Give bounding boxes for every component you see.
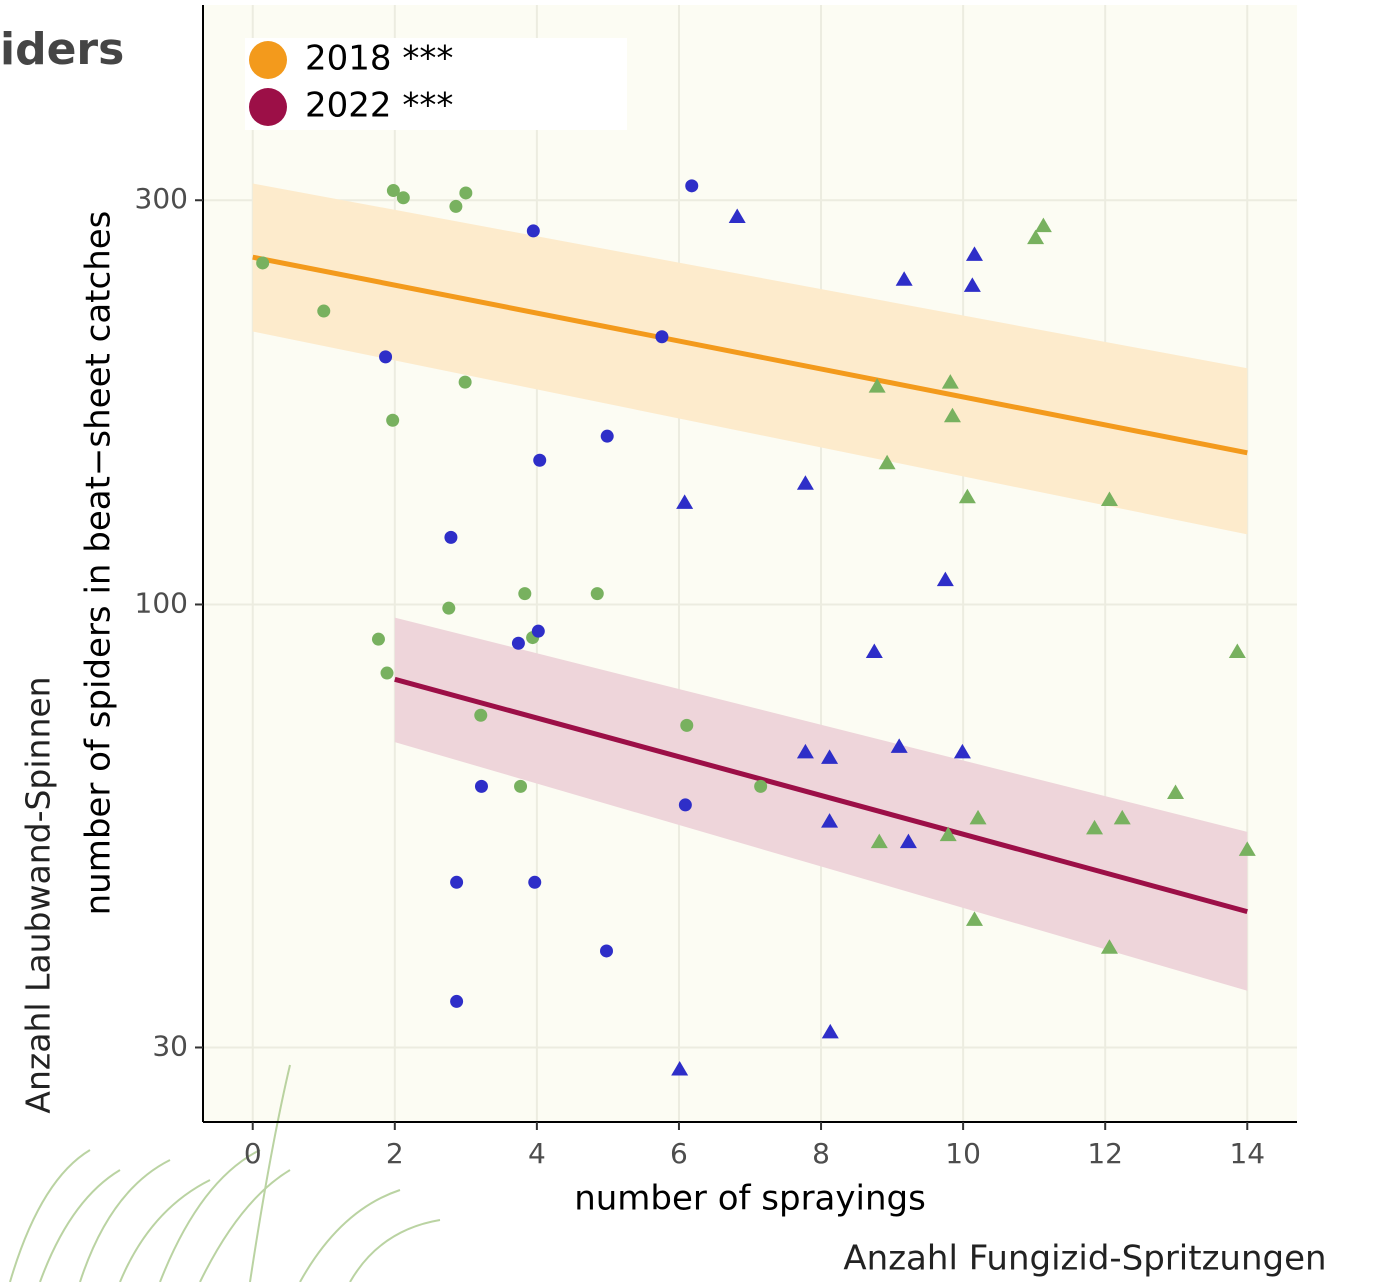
data-point — [796, 475, 814, 490]
data-point — [450, 875, 464, 889]
title: iders — [0, 24, 124, 75]
data-point — [941, 374, 959, 389]
data-point — [965, 246, 983, 261]
y-tick-label: 30 — [152, 1029, 188, 1062]
data-point — [590, 587, 604, 601]
data-point — [449, 199, 463, 213]
data-point — [444, 530, 458, 544]
data-point — [528, 875, 542, 889]
legend — [245, 38, 627, 130]
x-tick-label: 12 — [1087, 1137, 1123, 1170]
data-point — [890, 738, 908, 753]
trend-line — [252, 254, 1248, 456]
data-point — [965, 911, 983, 926]
data-point — [943, 407, 961, 423]
data-point — [514, 779, 528, 793]
data-point — [600, 429, 614, 443]
data-point — [678, 798, 692, 812]
data-point — [671, 1060, 689, 1076]
data-point — [821, 1023, 839, 1039]
data-point — [963, 277, 981, 292]
legend-label: 2018 *** — [305, 39, 453, 79]
data-point — [526, 224, 540, 238]
data-point — [386, 413, 400, 427]
data-point — [458, 375, 472, 389]
data-point — [865, 643, 883, 659]
data-point — [379, 350, 393, 364]
data-point — [1027, 229, 1045, 245]
y-axis-label: number of spiders in beat−sheet catches — [79, 211, 119, 916]
confidence-band — [252, 183, 1248, 535]
data-point — [459, 186, 473, 200]
data-point — [958, 488, 976, 504]
data-point — [680, 718, 694, 732]
x-tick-label: 14 — [1229, 1137, 1265, 1170]
data-point — [1034, 217, 1052, 233]
data-point — [371, 632, 385, 646]
data-point — [1100, 491, 1118, 507]
data-point — [655, 330, 669, 344]
y-annotation: Anzahl Laubwand-Spinnen — [19, 676, 58, 1113]
data-point — [939, 826, 957, 842]
data-point — [796, 743, 814, 759]
data-point — [685, 179, 699, 193]
legend-marker — [249, 88, 287, 126]
data-point — [1113, 809, 1131, 825]
data-point — [728, 208, 746, 224]
x-tick-label: 2 — [386, 1137, 404, 1170]
data-point — [380, 666, 394, 680]
data-point — [895, 271, 913, 286]
data-point — [953, 743, 971, 759]
data-point — [936, 571, 954, 587]
data-point — [386, 184, 400, 198]
data-point — [531, 624, 545, 638]
data-point — [868, 378, 886, 393]
data-point — [821, 813, 839, 828]
y-tick-label: 100 — [135, 586, 188, 619]
legend-label: 2022 *** — [305, 86, 453, 126]
data-point — [1228, 643, 1246, 659]
data-point — [1086, 819, 1104, 835]
data-point — [899, 833, 917, 849]
x-tick-label: 8 — [812, 1137, 830, 1170]
data-point — [676, 494, 694, 509]
data-point — [533, 453, 547, 467]
data-point — [511, 636, 525, 650]
data-point — [821, 749, 839, 764]
data-point — [450, 994, 464, 1008]
legend-marker — [249, 41, 287, 79]
data-point — [754, 779, 768, 793]
data-point — [870, 833, 888, 849]
x-tick-label: 4 — [528, 1137, 546, 1170]
x-annotation: Anzahl Fungizid-Spritzungen — [843, 1239, 1326, 1279]
data-point — [317, 304, 331, 318]
trend-line — [394, 676, 1248, 915]
x-axis-label: number of sprayings — [574, 1179, 926, 1219]
data-point — [474, 708, 488, 722]
data-point — [1167, 784, 1185, 799]
data-point — [600, 944, 614, 958]
data-point — [518, 587, 532, 601]
confidence-band — [394, 617, 1248, 991]
data-point — [256, 256, 270, 270]
data-point — [969, 809, 987, 825]
x-tick-label: 10 — [945, 1137, 981, 1170]
data-point — [396, 191, 410, 205]
data-point — [878, 454, 896, 470]
y-tick-label: 300 — [135, 182, 188, 215]
grass-decoration — [9, 1064, 441, 1282]
data-point — [1100, 939, 1118, 954]
data-point — [1238, 841, 1256, 856]
x-tick-label: 0 — [244, 1137, 262, 1170]
data-point — [442, 601, 456, 615]
x-tick-label: 6 — [670, 1137, 688, 1170]
data-point — [474, 779, 488, 793]
